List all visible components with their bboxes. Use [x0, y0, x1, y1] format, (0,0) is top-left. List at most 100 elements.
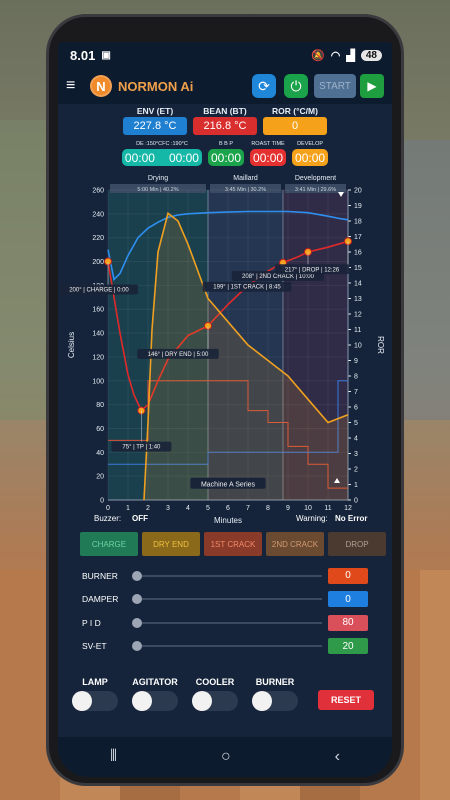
- slider-thumb[interactable]: [132, 594, 142, 605]
- control-sliders: BURNER 0 DAMPER 0 P I D 80 SV-ET 20: [82, 564, 372, 658]
- y2-tick-label: 17: [354, 234, 362, 241]
- readout-label: BEAN (BT): [203, 106, 247, 116]
- y2-tick-label: 2: [354, 467, 358, 474]
- timer-value: 00:00: [250, 149, 287, 166]
- slider-thumb[interactable]: [132, 641, 142, 652]
- y2-tick-label: 12: [354, 312, 362, 319]
- timer-digits: 00:00: [124, 150, 155, 165]
- y2-tick-label: 8: [354, 374, 358, 381]
- timer-0: DE :150°CFC :190°C 00:00 00:00: [121, 141, 202, 166]
- slider-thumb[interactable]: [132, 570, 142, 581]
- y2-tick-label: 18: [354, 219, 362, 226]
- play-button[interactable]: ▶: [360, 74, 384, 98]
- roast-chart: Drying 5:00 Min | 40.2% Maillard 3:45 Min |…: [58, 170, 392, 530]
- warning-label: Warning:: [296, 514, 328, 523]
- slider-track[interactable]: [132, 570, 322, 581]
- toggle-0: LAMP: [72, 677, 118, 711]
- y-tick-label: 220: [92, 235, 104, 242]
- buzzer-label: Buzzer:: [94, 514, 122, 523]
- slider-label: P I D: [82, 617, 101, 628]
- toggle-knob: [192, 691, 212, 711]
- event-label: 217° | DROP | 12:26: [285, 267, 340, 273]
- event-label-bg: [60, 284, 138, 295]
- readout-value: 0: [263, 117, 327, 135]
- timer-2: ROAST TIME 00:00: [250, 141, 287, 166]
- phase-button-4[interactable]: DROP: [328, 532, 386, 556]
- y-tick-label: 60: [96, 426, 104, 433]
- y-tick-label: 140: [92, 331, 104, 338]
- battery-indicator: 48: [360, 49, 382, 61]
- slider-track[interactable]: [132, 641, 322, 652]
- phase-button-3[interactable]: 2ND CRACK: [266, 532, 324, 556]
- slider-row-0: BURNER 0: [82, 564, 372, 588]
- recent-apps-icon[interactable]: ⦀: [109, 748, 118, 765]
- y2-tick-label: 19: [354, 203, 362, 210]
- x-tick-label: 2: [146, 505, 150, 512]
- toggle-switch[interactable]: [192, 691, 238, 711]
- series-label-bg: [190, 477, 266, 489]
- phase-button-2[interactable]: 1ST CRACK: [204, 532, 262, 556]
- slider-value[interactable]: 0: [328, 567, 368, 584]
- x-tick-label: 1: [126, 505, 130, 512]
- event-label: 199° | 1ST CRACK | 8:45: [213, 285, 281, 291]
- phase-info-bg: [210, 184, 281, 193]
- phase-button-0[interactable]: CHARGE: [80, 532, 138, 556]
- y2-tick-label: 13: [354, 296, 362, 303]
- y-tick-label: 20: [96, 474, 104, 481]
- top-marker-icon: [338, 192, 344, 197]
- app-bar: ≡ N NORMON Ai ⟳ ⏻ START ▶: [58, 68, 392, 104]
- slider-value[interactable]: 20: [328, 638, 368, 655]
- x-tick-label: 7: [246, 505, 250, 512]
- x-tick-label: 10: [304, 505, 312, 512]
- home-icon[interactable]: ○: [221, 748, 231, 765]
- slider-label: BURNER: [82, 570, 118, 581]
- toggle-label: LAMP: [82, 677, 108, 687]
- back-icon[interactable]: ‹: [334, 748, 340, 765]
- slider-track[interactable]: [132, 594, 322, 605]
- phase-buttons: CHARGE DRY END 1ST CRACK 2ND CRACK DROP: [80, 532, 386, 556]
- toggle-switch[interactable]: [72, 691, 118, 711]
- event-label: 146° | DRY END | 5:00: [148, 352, 209, 358]
- sync-button[interactable]: ⟳: [252, 74, 276, 98]
- timer-1: B B P 00:00: [207, 141, 245, 166]
- event-label-bg: [111, 441, 172, 452]
- event-label-bg: [274, 264, 350, 275]
- timer-value: 00:00: [207, 149, 245, 166]
- event-label-bg: [202, 281, 292, 292]
- phase-name: Drying: [148, 175, 168, 182]
- start-button[interactable]: START: [314, 74, 356, 98]
- readout-0: ENV (ET) 227.8 °C: [123, 106, 187, 135]
- y-tick-label: 160: [92, 307, 104, 314]
- timer-digits: 00:00: [253, 150, 284, 165]
- y2-tick-label: 4: [354, 436, 358, 443]
- phase-button-1[interactable]: DRY END: [142, 532, 200, 556]
- series-line-et: [107, 210, 349, 282]
- slider-value[interactable]: 0: [328, 591, 368, 608]
- x-axis-label: Minutes: [214, 516, 242, 525]
- y-tick-label: 120: [92, 354, 104, 361]
- event-label: 75° | TP | 1:40: [122, 445, 161, 451]
- toggle-switch[interactable]: [132, 691, 178, 711]
- slider-value[interactable]: 80: [328, 614, 368, 631]
- phase-name: Maillard: [233, 175, 258, 182]
- toggle-3: BURNER: [252, 677, 298, 711]
- x-tick-label: 12: [344, 505, 352, 512]
- slider-track[interactable]: [132, 617, 322, 628]
- slider-label: DAMPER: [82, 594, 119, 605]
- y2-tick-label: 6: [354, 405, 358, 412]
- y-tick-label: 260: [92, 188, 104, 195]
- slider-row-2: P I D 80: [82, 611, 372, 635]
- event-label: 208° | 2ND CRACK | 10:00: [242, 274, 315, 280]
- y2-tick-label: 0: [354, 498, 358, 505]
- toggle-switch[interactable]: [252, 691, 298, 711]
- phase-info: 3:41 Min | 29.6%: [295, 187, 336, 193]
- timer-3: DEVELOP 00:00: [292, 141, 329, 166]
- y-axis-label: Celsius: [67, 332, 76, 358]
- phase-region-1: [208, 190, 283, 500]
- slider-thumb[interactable]: [132, 617, 142, 628]
- wifi-icon: ◠: [330, 49, 341, 62]
- power-button[interactable]: ⏻: [284, 74, 308, 98]
- reset-button[interactable]: RESET: [318, 690, 374, 710]
- menu-icon[interactable]: ≡: [66, 77, 76, 94]
- readout-value: 227.8 °C: [123, 117, 187, 135]
